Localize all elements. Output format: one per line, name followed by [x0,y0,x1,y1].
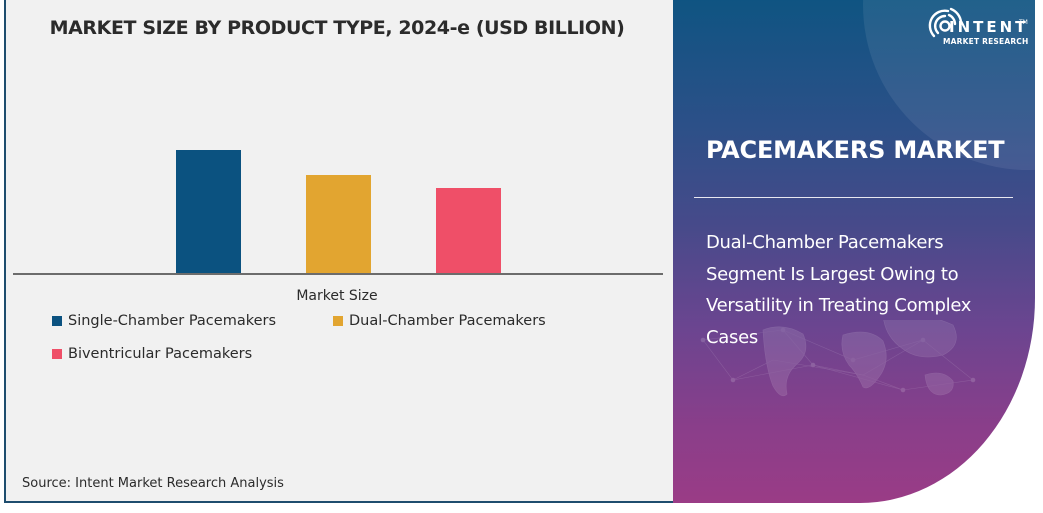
legend-label: Dual-Chamber Pacemakers [349,313,546,329]
bar-dual-chamber-pacemakers [306,175,371,274]
key-insight: Dual-Chamber Pacemakers Segment Is Large… [706,232,972,348]
chart-panel: MARKET SIZE BY PRODUCT TYPE, 2024-e (USD… [4,0,674,503]
legend-label: Single-Chamber Pacemakers [68,313,277,329]
world-map-icon [700,320,976,397]
legend-label: Biventricular Pacemakers [68,346,253,362]
legend-item-biventricular: Biventricular Pacemakers [52,346,252,362]
source-note: Source: Intent Market Research Analysis [22,476,284,491]
bar-biventricular-pacemakers [436,188,501,274]
x-axis-line [13,273,663,275]
logo-wordmark: INTENT [949,18,1029,36]
divider [694,197,1013,198]
x-axis-label: Market Size [296,288,378,304]
bar-single-chamber-pacemakers [176,150,241,274]
intent-logo-icon [928,7,963,38]
legend-swatch [333,316,343,326]
legend-item-single-chamber: Single-Chamber Pacemakers [52,313,276,329]
info-panel: INTENT TM MARKET RESEARCH PACEMAKERS MAR… [673,0,1035,503]
market-title: PACEMAKERS MARKET [706,136,1005,164]
legend-item-dual-chamber: Dual-Chamber Pacemakers [333,313,546,329]
legend-swatch [52,316,62,326]
legend-swatch [52,349,62,359]
chart-title: MARKET SIZE BY PRODUCT TYPE, 2024-e (USD… [49,17,625,39]
logo-subtitle: MARKET RESEARCH [943,37,1029,46]
logo-trademark: TM [1019,19,1028,26]
